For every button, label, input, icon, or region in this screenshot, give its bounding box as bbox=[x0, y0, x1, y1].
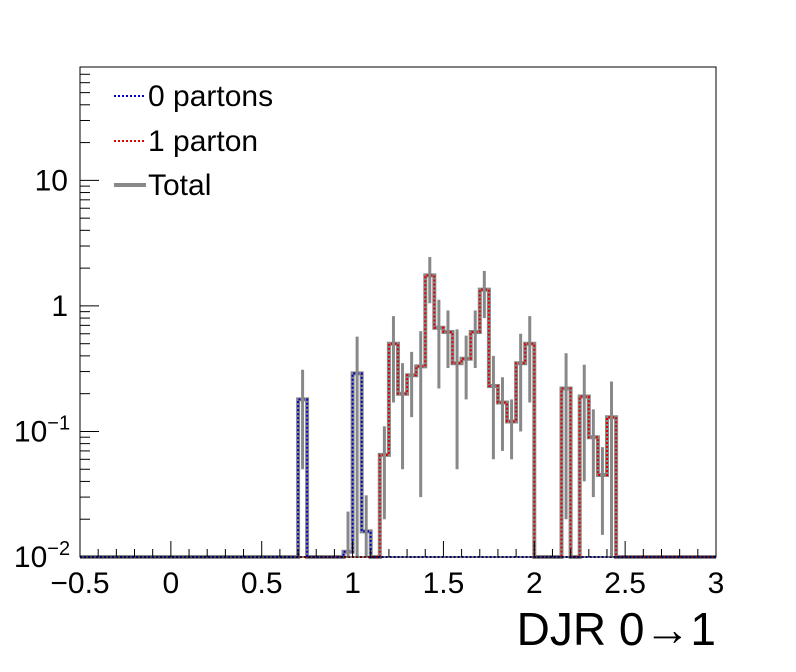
series-0-partons-line bbox=[80, 372, 716, 558]
legend-label-0-partons: 0 partons bbox=[148, 80, 273, 113]
x-tick-label: 0.5 bbox=[241, 567, 283, 600]
x-tick-label: 2.5 bbox=[604, 567, 646, 600]
axis-tick-labels: −0.5 0 0.5 1 1.5 2 2.5 3 10−2 10−1 1 10 bbox=[14, 164, 724, 600]
series-1-parton-line bbox=[80, 274, 716, 558]
x-tick-label: 2 bbox=[526, 567, 543, 600]
legend-label-total: Total bbox=[148, 169, 211, 202]
x-tick-label: 1 bbox=[344, 567, 361, 600]
y-tick-label: 10 bbox=[35, 164, 68, 197]
error-bar-layer bbox=[301, 257, 614, 557]
x-tick-label: 0 bbox=[163, 567, 180, 600]
total-step-line bbox=[80, 273, 716, 559]
y-tick-label: 10−1 bbox=[14, 412, 70, 448]
legend: 0 partons 1 parton Total bbox=[114, 80, 273, 202]
y-tick-label: 10−2 bbox=[14, 538, 70, 574]
x-axis-title: DJR 0→1 bbox=[517, 603, 716, 655]
x-tick-label: 3 bbox=[708, 567, 725, 600]
legend-label-1-parton: 1 parton bbox=[148, 125, 258, 158]
histogram-layer bbox=[80, 273, 716, 559]
x-tick-label: −0.5 bbox=[50, 567, 109, 600]
x-tick-label: 1.5 bbox=[423, 567, 465, 600]
y-tick-label: 1 bbox=[51, 290, 68, 323]
axis-ticks bbox=[79, 66, 717, 558]
